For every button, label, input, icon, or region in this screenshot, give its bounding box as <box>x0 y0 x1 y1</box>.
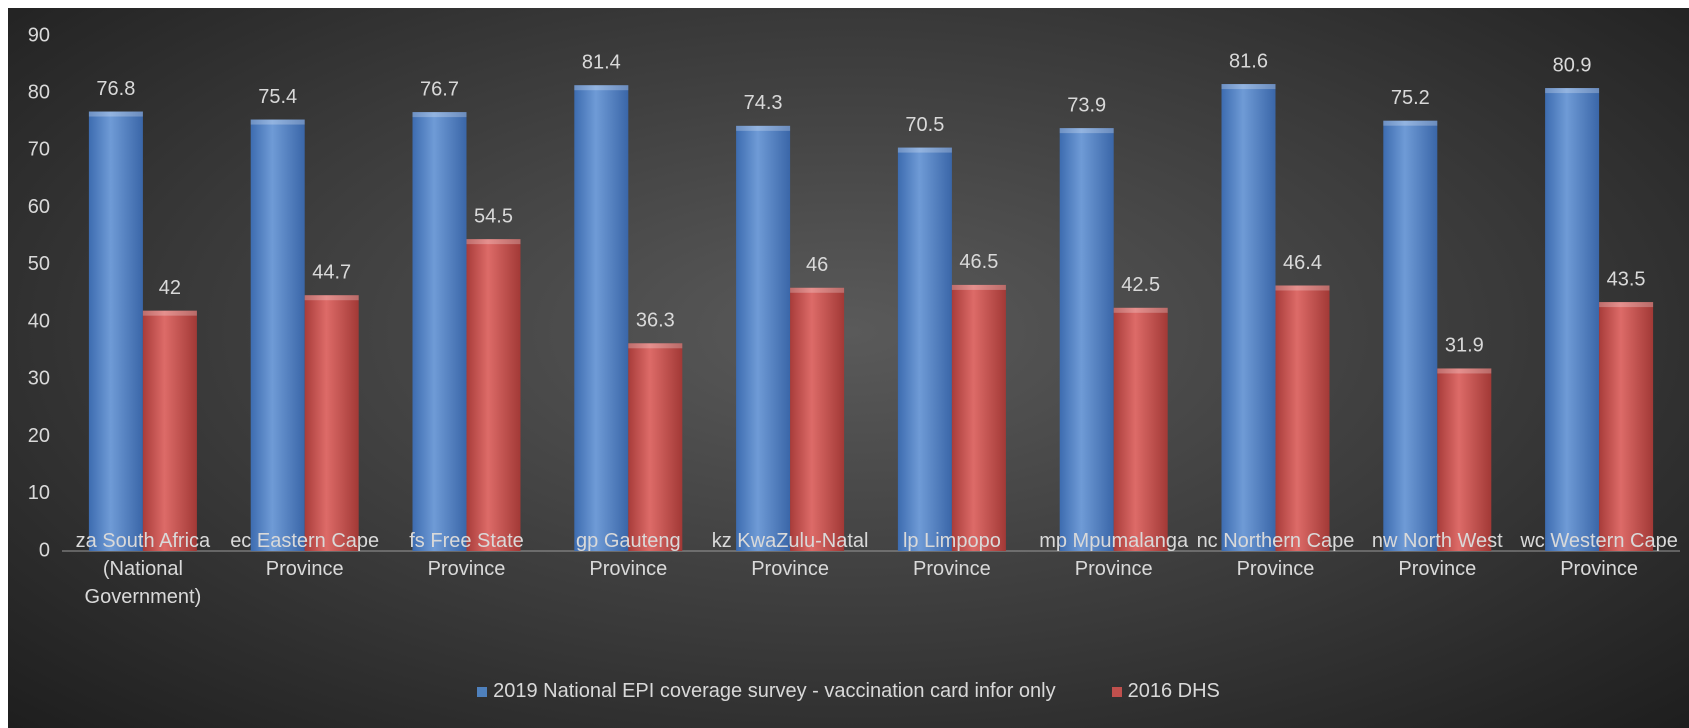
y-tick-label: 60 <box>28 196 50 218</box>
x-tick-label: wc Western Cape Province <box>1520 530 1678 580</box>
data-label: 42.5 <box>1121 274 1160 296</box>
data-label: 36.3 <box>636 310 675 332</box>
bar-cap <box>628 343 683 349</box>
legend-label: 2019 National EPI coverage survey - vacc… <box>493 680 1056 702</box>
x-tick-label: gp Gauteng Province <box>576 530 681 580</box>
data-label: 31.9 <box>1445 335 1484 357</box>
bar <box>304 295 359 551</box>
bar-cap <box>1383 120 1438 126</box>
bar-cap <box>897 147 952 153</box>
x-tick-label: fs Free State Province <box>409 530 524 580</box>
bar <box>142 310 197 551</box>
data-label: 54.5 <box>474 205 513 227</box>
bar <box>412 112 467 551</box>
bar-cap <box>1545 88 1600 94</box>
legend: 2019 National EPI coverage survey - vacc… <box>8 680 1689 703</box>
bar-cap <box>951 284 1006 290</box>
x-tick-label: nw North West Province <box>1371 530 1503 580</box>
data-label: 42 <box>159 277 181 299</box>
bar-cap <box>142 310 197 316</box>
bar-cap <box>304 295 359 301</box>
y-tick-label: 30 <box>28 368 50 390</box>
x-tick-label: lp Limpopo Province <box>902 530 1001 580</box>
data-label: 81.6 <box>1229 50 1268 72</box>
y-tick-label: 80 <box>28 82 50 104</box>
data-label: 44.7 <box>312 261 351 283</box>
data-label: 70.5 <box>905 114 944 136</box>
bar <box>466 239 521 551</box>
bar <box>736 125 791 551</box>
bar <box>1113 307 1168 551</box>
data-label: 80.9 <box>1553 54 1592 76</box>
bar-cap <box>1059 128 1114 134</box>
bar <box>1599 302 1654 551</box>
bar <box>250 119 305 552</box>
chart: 0 10 20 30 40 50 60 70 80 90 76.8 42 75.4 44.7 76.7 54.… <box>28 24 1680 561</box>
y-tick-label: 20 <box>28 425 50 447</box>
x-tick-label: kz KwaZulu-Natal Province <box>711 530 869 580</box>
bar-cap <box>1275 285 1330 291</box>
bar-cap <box>1221 84 1276 90</box>
bar-cap <box>574 85 629 91</box>
bar <box>628 343 683 551</box>
bar-cap <box>790 287 845 293</box>
data-label: 76.8 <box>96 78 135 100</box>
bar <box>1059 128 1114 551</box>
y-tick-label: 50 <box>28 253 50 275</box>
data-label: 43.5 <box>1607 268 1646 290</box>
bar <box>897 147 952 552</box>
y-tick-label: 40 <box>28 310 50 332</box>
data-label: 74.3 <box>744 92 783 114</box>
legend-swatch <box>477 686 488 697</box>
bar <box>1545 88 1600 552</box>
x-tick-label: ec Eastern Cape Province <box>230 530 380 580</box>
bar <box>1221 84 1276 552</box>
x-tick-label: nc Northern Cape Province <box>1196 530 1355 580</box>
data-label: 81.4 <box>582 51 621 73</box>
bar <box>1437 368 1492 551</box>
bar <box>790 287 845 551</box>
bar-cap <box>412 112 467 118</box>
data-label: 46.4 <box>1283 252 1322 274</box>
chart-panel: 0 10 20 30 40 50 60 70 80 90 76.8 42 75.4 44.7 76.7 54.… <box>8 8 1689 728</box>
data-label: 46.5 <box>959 251 998 273</box>
bar <box>951 284 1006 551</box>
y-tick-label: 0 <box>39 539 50 561</box>
data-label: 75.4 <box>258 86 297 108</box>
legend-item: 2019 National EPI coverage survey - vacc… <box>477 680 1056 703</box>
data-label: 76.7 <box>420 78 459 100</box>
bar-cap <box>466 239 521 245</box>
legend-swatch <box>1111 686 1122 697</box>
y-tick-label: 90 <box>28 24 50 46</box>
data-label: 75.2 <box>1391 87 1430 109</box>
bar <box>1383 120 1438 551</box>
data-label: 73.9 <box>1067 94 1106 116</box>
bar-cap <box>1113 307 1168 313</box>
data-label: 46 <box>806 254 828 276</box>
bar-cap <box>250 119 305 125</box>
bar-cap <box>88 111 143 117</box>
legend-item: 2016 DHS <box>1111 680 1220 703</box>
y-tick-label: 10 <box>28 482 50 504</box>
bar-cap <box>1599 302 1654 308</box>
bar-cap <box>1437 368 1492 374</box>
y-tick-label: 70 <box>28 139 50 161</box>
x-tick-label: za South Africa (National Government) <box>75 530 211 608</box>
bar-cap <box>736 125 791 131</box>
x-tick-label: mp Mpumalanga Province <box>1039 530 1189 580</box>
bar <box>574 85 629 551</box>
legend-label: 2016 DHS <box>1127 680 1220 702</box>
bar <box>1275 285 1330 551</box>
bar <box>88 111 143 552</box>
